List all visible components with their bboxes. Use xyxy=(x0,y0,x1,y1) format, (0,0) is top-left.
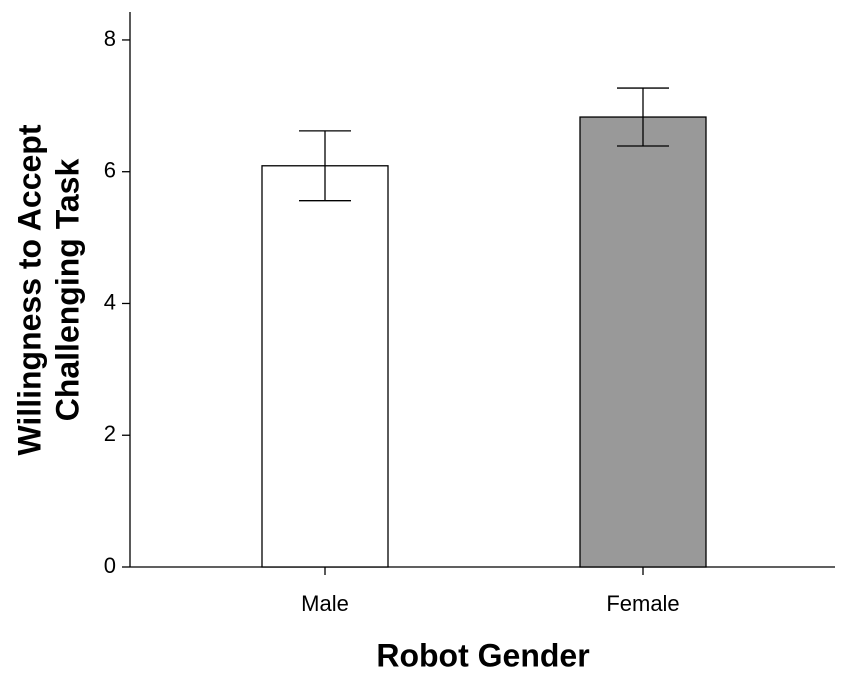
error-bar xyxy=(299,130,351,202)
bar xyxy=(579,116,707,568)
x-tick-label: Female xyxy=(606,591,679,616)
y-axis-title: Willingness to Accept Challenging Task xyxy=(11,124,85,455)
y-tick-label: 8 xyxy=(104,26,116,51)
y-tick-label: 0 xyxy=(104,553,116,578)
y-tick-label: 4 xyxy=(104,289,116,314)
y-tick-label: 2 xyxy=(104,421,116,446)
y-tick-label: 6 xyxy=(104,158,116,183)
y-axis-title-line: Willingness to Accept xyxy=(11,124,47,455)
error-bar xyxy=(617,87,669,147)
x-axis-title: Robot Gender xyxy=(376,637,589,673)
y-axis-title-line: Challenging Task xyxy=(49,159,85,422)
x-tick-label: Male xyxy=(301,591,349,616)
bar xyxy=(261,165,389,568)
